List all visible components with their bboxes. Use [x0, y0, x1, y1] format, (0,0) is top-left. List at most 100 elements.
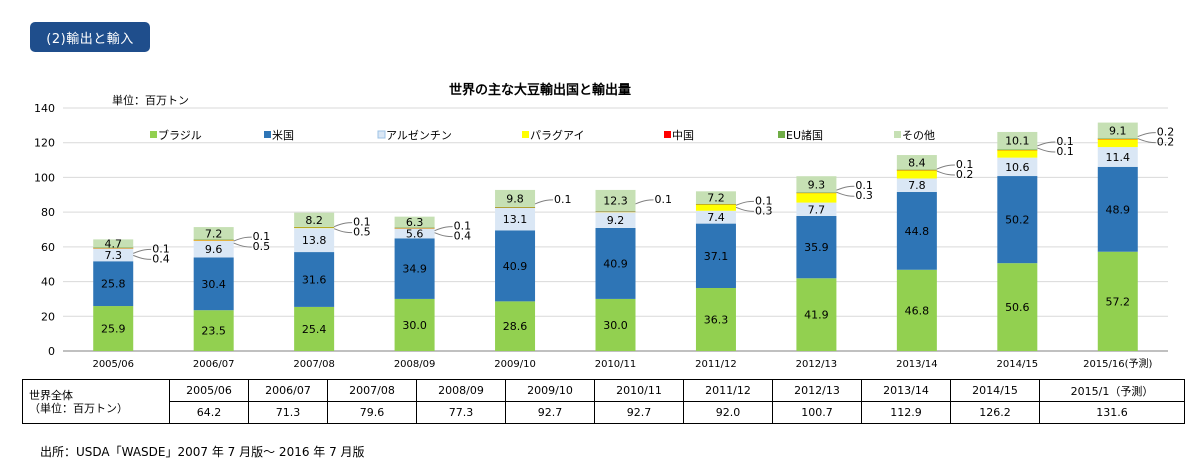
- y-tick-label: 20: [41, 310, 55, 323]
- legend-swatch: [894, 131, 901, 138]
- bar-segment: [997, 176, 1038, 264]
- data-label: 9.6: [205, 243, 223, 256]
- callout-line: [434, 232, 453, 238]
- data-label: 37.1: [704, 250, 729, 263]
- bar-segment: [695, 204, 736, 211]
- callout-label: 0.2: [956, 168, 974, 181]
- bar-segment: [997, 263, 1038, 351]
- data-label: 7.2: [707, 192, 725, 205]
- callout-line: [534, 199, 554, 205]
- year-cell: 2006/07: [248, 379, 328, 402]
- bar-segment: [695, 210, 736, 224]
- bar-segment: [193, 239, 234, 241]
- x-tick-label: 2015/16(予測): [1083, 357, 1152, 370]
- callout-label: 0.4: [152, 252, 170, 265]
- bars: 25.925.87.34.7 0.10.423.530.49.67.2 0.10.5…: [93, 122, 1174, 351]
- year-cell: 2014/15: [950, 379, 1040, 402]
- bar-segment: [796, 192, 837, 193]
- data-label: 31.6: [302, 273, 327, 286]
- bar-segment: [294, 212, 335, 227]
- source-note: 出所：USDA「WASDE」2007 年 7 月版～ 2016 年 7 月版: [40, 445, 365, 459]
- data-label: 50.2: [1005, 214, 1030, 227]
- callout-line: [836, 191, 855, 197]
- callout-line: [836, 185, 855, 191]
- data-label: 13.8: [302, 234, 327, 247]
- year-cell: 2012/13: [772, 379, 862, 402]
- data-label: 30.0: [402, 319, 427, 332]
- section-label: (2)輸出と輸入: [30, 22, 150, 52]
- bar-segment: [394, 216, 435, 228]
- bar-segment: [495, 189, 536, 207]
- year-cell: 2009/10: [505, 379, 595, 402]
- x-tick-label: 2013/14: [896, 359, 938, 370]
- summary-label-line1: 世界全体: [29, 388, 73, 402]
- total-cell: 126.2: [950, 401, 1040, 424]
- y-tick-label: 100: [34, 171, 55, 184]
- unit-label: 単位：百万トン: [112, 93, 189, 107]
- bar-segment: [896, 269, 937, 351]
- legend-swatch: [778, 131, 785, 138]
- data-label: 7.8: [908, 179, 926, 192]
- data-label: 7.4: [707, 211, 725, 224]
- bar-segment: [394, 228, 435, 239]
- bar-segment: [1097, 139, 1138, 148]
- year-cell: 2013/14: [861, 379, 951, 402]
- bar-segment: [595, 189, 636, 212]
- bar-segment: [796, 215, 837, 279]
- legend-label: 中国: [672, 129, 694, 142]
- bar-segment: [595, 211, 636, 212]
- legend-label: その他: [902, 129, 935, 142]
- summary-row-label: 世界全体 （単位：百万トン）: [22, 379, 170, 424]
- legend-label: ブラジル: [158, 128, 202, 142]
- callout-label: 0.1: [655, 193, 673, 206]
- legend-label: アルゼンチン: [386, 129, 452, 142]
- data-label: 46.8: [905, 304, 930, 317]
- x-tick-label: 2012/13: [796, 359, 838, 370]
- x-axis: 2005/06 2006/07 2007/08 2008/09 2009/10 2010/…: [92, 357, 1152, 370]
- total-cell: 92.0: [683, 401, 773, 424]
- data-label: 6.3: [406, 216, 424, 229]
- callout-line: [936, 170, 955, 176]
- callout-label: 0.1: [1056, 135, 1074, 148]
- x-tick-label: 2006/07: [193, 359, 235, 370]
- bar-segment: [193, 227, 234, 240]
- year-cell: 2011/12: [683, 379, 773, 402]
- bar-segment: [997, 149, 1038, 158]
- bar-segment: [796, 278, 837, 351]
- data-label: 11.4: [1106, 151, 1131, 164]
- callout-label: 0.1: [253, 230, 271, 243]
- bar-segment: [495, 206, 536, 208]
- x-tick-label: 2007/08: [293, 359, 335, 370]
- data-label: 5.6: [406, 227, 424, 240]
- data-label: 48.9: [1106, 203, 1131, 216]
- x-tick-label: 2005/06: [92, 359, 134, 370]
- total-cell: 100.7: [772, 401, 862, 424]
- chart-title: 世界の主な大豆輸出国と輸出量: [449, 82, 631, 98]
- legend-swatch: [377, 130, 386, 139]
- total-cell: 92.7: [505, 401, 595, 424]
- bar-segment: [1097, 138, 1138, 139]
- data-label: 4.7: [104, 237, 122, 250]
- bar-segment: [294, 228, 335, 253]
- bar-segment: [896, 169, 937, 171]
- bar-segment: [193, 310, 234, 351]
- callout-line: [1037, 141, 1056, 147]
- data-label: 9.3: [808, 178, 826, 191]
- data-label: 34.9: [402, 263, 427, 276]
- bar-segment: [394, 238, 435, 299]
- callout-label: 0.5: [353, 226, 371, 239]
- data-label: 7.2: [205, 227, 223, 240]
- x-tick-label: 2011/12: [695, 359, 737, 370]
- total-cell: 64.2: [169, 401, 249, 424]
- y-axis: 0 20 40 60 80 100 120 140: [34, 102, 55, 358]
- bar-segment: [294, 252, 335, 307]
- x-tick-label: 2014/15: [997, 359, 1039, 370]
- x-tick-label: 2009/10: [494, 359, 536, 370]
- summary-label-line2: （単位：百万トン）: [29, 401, 128, 415]
- x-tick-label: 2008/09: [394, 359, 436, 370]
- bar-segment: [1097, 147, 1138, 167]
- bar-segment: [695, 191, 736, 204]
- bar-segment: [997, 131, 1038, 150]
- callout-label: 0.1: [956, 158, 974, 171]
- callout-line: [133, 254, 152, 260]
